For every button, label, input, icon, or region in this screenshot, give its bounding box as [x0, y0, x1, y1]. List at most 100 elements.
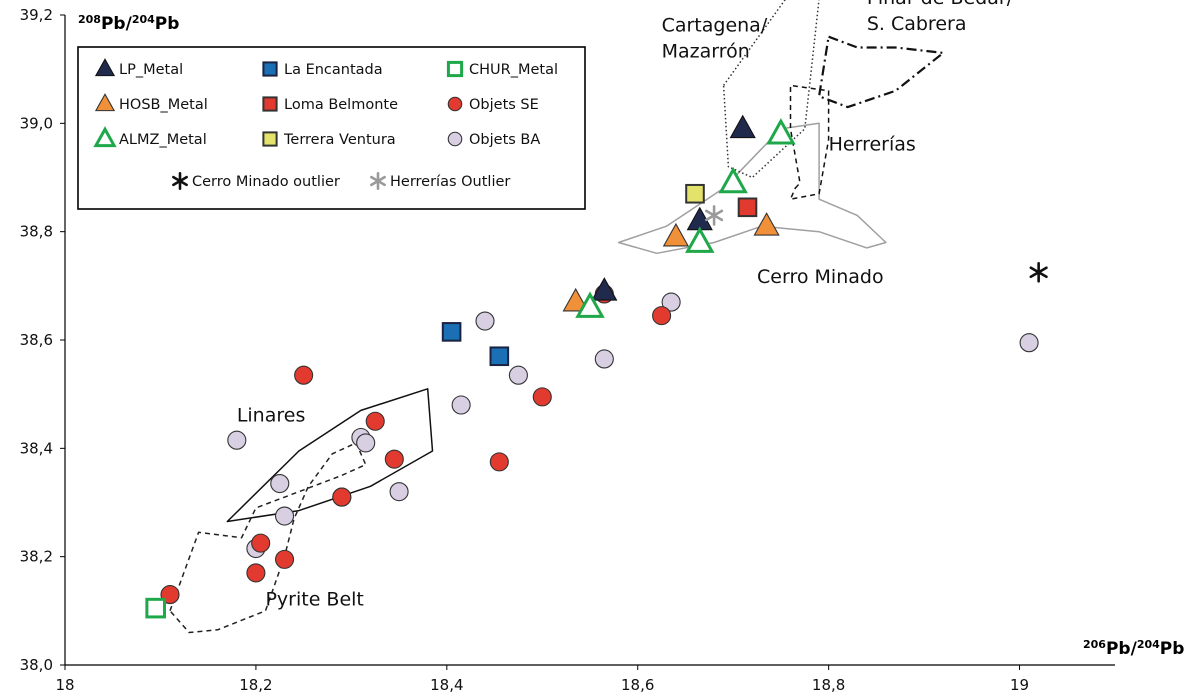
y-tick-label: 38,0 [20, 656, 53, 674]
point-chur-metal [145, 597, 166, 619]
legend-marker-objets-se [447, 96, 463, 112]
point-objets-se [332, 487, 352, 507]
legend: LP_Metal HOSB_Metal ALMZ_Metal La Encantada… [77, 46, 586, 210]
y-base2: Pb [155, 14, 180, 34]
x-tick-label: 18,8 [812, 676, 845, 694]
region-label-herrerias: Herrerías [829, 133, 916, 155]
point-objets-se [294, 365, 314, 385]
point-lp-metal [729, 114, 756, 139]
region-label-pyrite-belt: Pyrite Belt [265, 588, 363, 610]
point-objets-se [532, 387, 552, 407]
legend-marker-objets-ba [447, 131, 463, 147]
point-herrerias-outlier [704, 205, 724, 226]
point-objets-ba [1019, 333, 1039, 353]
legend-label-la-encantada: La Encantada [284, 62, 383, 78]
x-tick-label: 18,4 [430, 676, 463, 694]
legend-label-objets-se: Objets SE [469, 97, 539, 113]
legend-marker-chur-metal [446, 60, 464, 78]
x-tick-label: 19 [1010, 676, 1029, 694]
legend-marker-terrera-ventura [262, 131, 278, 147]
point-objets-se [274, 549, 295, 569]
data-points [145, 114, 1048, 619]
legend-box [77, 46, 586, 210]
legend-label-cerro-minado-outlier: Cerro Minado outlier [192, 174, 340, 190]
point-objets-se [246, 563, 266, 583]
point-terrera-ventura [685, 183, 705, 204]
region-herrerias [789, 84, 830, 200]
region-label-pinar-de-bedar-s-cabrera-line2: S. Cabrera [867, 13, 967, 35]
region-outlines: Linares Pyrite Belt Cerro Minado Cartagena/… [169, 0, 1014, 634]
x-sup1: 206 [1083, 638, 1106, 651]
y-tick-label: 39,0 [20, 114, 53, 132]
y-axis-title: 208Pb/204Pb [78, 13, 179, 34]
legend-marker-cerro-minado-outlier [172, 172, 188, 190]
region-pinar-de-bedar-s-cabrera [818, 35, 945, 109]
point-objets-ba [508, 365, 528, 385]
legend-label-chur-metal: CHUR_Metal [469, 62, 558, 78]
legend-label-herrerias-outlier: Herrerías Outlier [390, 174, 510, 190]
point-objets-se [489, 452, 509, 472]
x-base2: Pb [1160, 639, 1185, 659]
tick-labels: 18 18,2 18,4 18,6 18,8 19 38,0 38,2 38,4 38,6 38,8… [20, 6, 1029, 694]
point-objets-ba [227, 430, 247, 450]
point-almz-metal [685, 226, 715, 253]
legend-marker-almz-metal [93, 126, 117, 148]
region-label-pinar-de-bedar-s-cabrera: Pinar de Bédar/ [867, 0, 1014, 9]
x-tick-label: 18,6 [621, 676, 654, 694]
legend-label-objets-ba: Objets BA [469, 132, 540, 148]
point-almz-metal [766, 118, 796, 145]
region-label-linares: Linares [237, 404, 306, 426]
point-hosb-metal [662, 222, 690, 247]
y-tick-label: 38,8 [20, 223, 53, 241]
y-tick-label: 38,4 [20, 439, 53, 457]
legend-label-loma-belmonte: Loma Belmonte [284, 97, 398, 113]
region-label-cartagena-mazarron-line2: Mazarrón [662, 40, 750, 62]
point-almz-metal [575, 291, 605, 318]
point-objets-se [251, 533, 271, 553]
point-hosb-metal [753, 212, 780, 236]
point-objets-ba [451, 395, 471, 415]
legend-marker-la-encantada [262, 61, 278, 77]
x-base1: Pb/ [1106, 639, 1138, 659]
point-cerro-minado-outlier [1029, 261, 1048, 283]
legend-label-lp-metal: LP_Metal [119, 62, 183, 78]
legend-label-terrera-ventura: Terrera Ventura [283, 132, 396, 148]
point-objets-ba [389, 482, 409, 502]
x-tick-label: 18,2 [239, 676, 272, 694]
legend-marker-loma-belmonte [262, 96, 278, 112]
point-objets-ba [475, 311, 495, 331]
point-objets-ba [270, 473, 290, 494]
y-sup1: 208 [78, 13, 101, 26]
legend-marker-lp-metal [94, 58, 116, 77]
x-axis-title: 206Pb/204Pb [1083, 638, 1184, 659]
y-tick-label: 39,2 [20, 6, 53, 24]
legend-marker-herrerias-outlier [370, 172, 386, 190]
legend-label-hosb-metal: HOSB_Metal [119, 97, 208, 113]
region-label-cerro-minado: Cerro Minado [757, 266, 884, 288]
point-hosb-metal [562, 287, 589, 312]
point-lp-metal [591, 277, 618, 301]
point-objets-se [365, 411, 385, 431]
region-linares [226, 388, 434, 523]
point-objets-ba [594, 349, 614, 369]
y-tick-label: 38,6 [20, 331, 53, 349]
point-almz-metal [718, 166, 748, 194]
y-tick-label: 38,2 [20, 548, 53, 566]
point-la-encantada [441, 322, 462, 342]
legend-label-almz-metal: ALMZ_Metal [119, 132, 207, 148]
point-objets-ba [274, 506, 295, 526]
point-objets-ba [356, 433, 376, 453]
point-objets-ba [661, 292, 681, 312]
point-loma-belmonte [737, 197, 758, 218]
point-objets-se [384, 449, 404, 469]
point-objets-se [652, 306, 672, 326]
region-label-cartagena-mazarron: Cartagena/ [662, 14, 768, 36]
point-la-encantada [489, 346, 510, 367]
x-sup2: 204 [1137, 638, 1160, 651]
region-cartagena-mazarron [722, 0, 820, 179]
legend-marker-hosb-metal [94, 93, 116, 112]
y-sup2: 204 [132, 13, 155, 26]
region-pyrite-belt [169, 442, 367, 634]
y-base1: Pb/ [101, 14, 133, 34]
